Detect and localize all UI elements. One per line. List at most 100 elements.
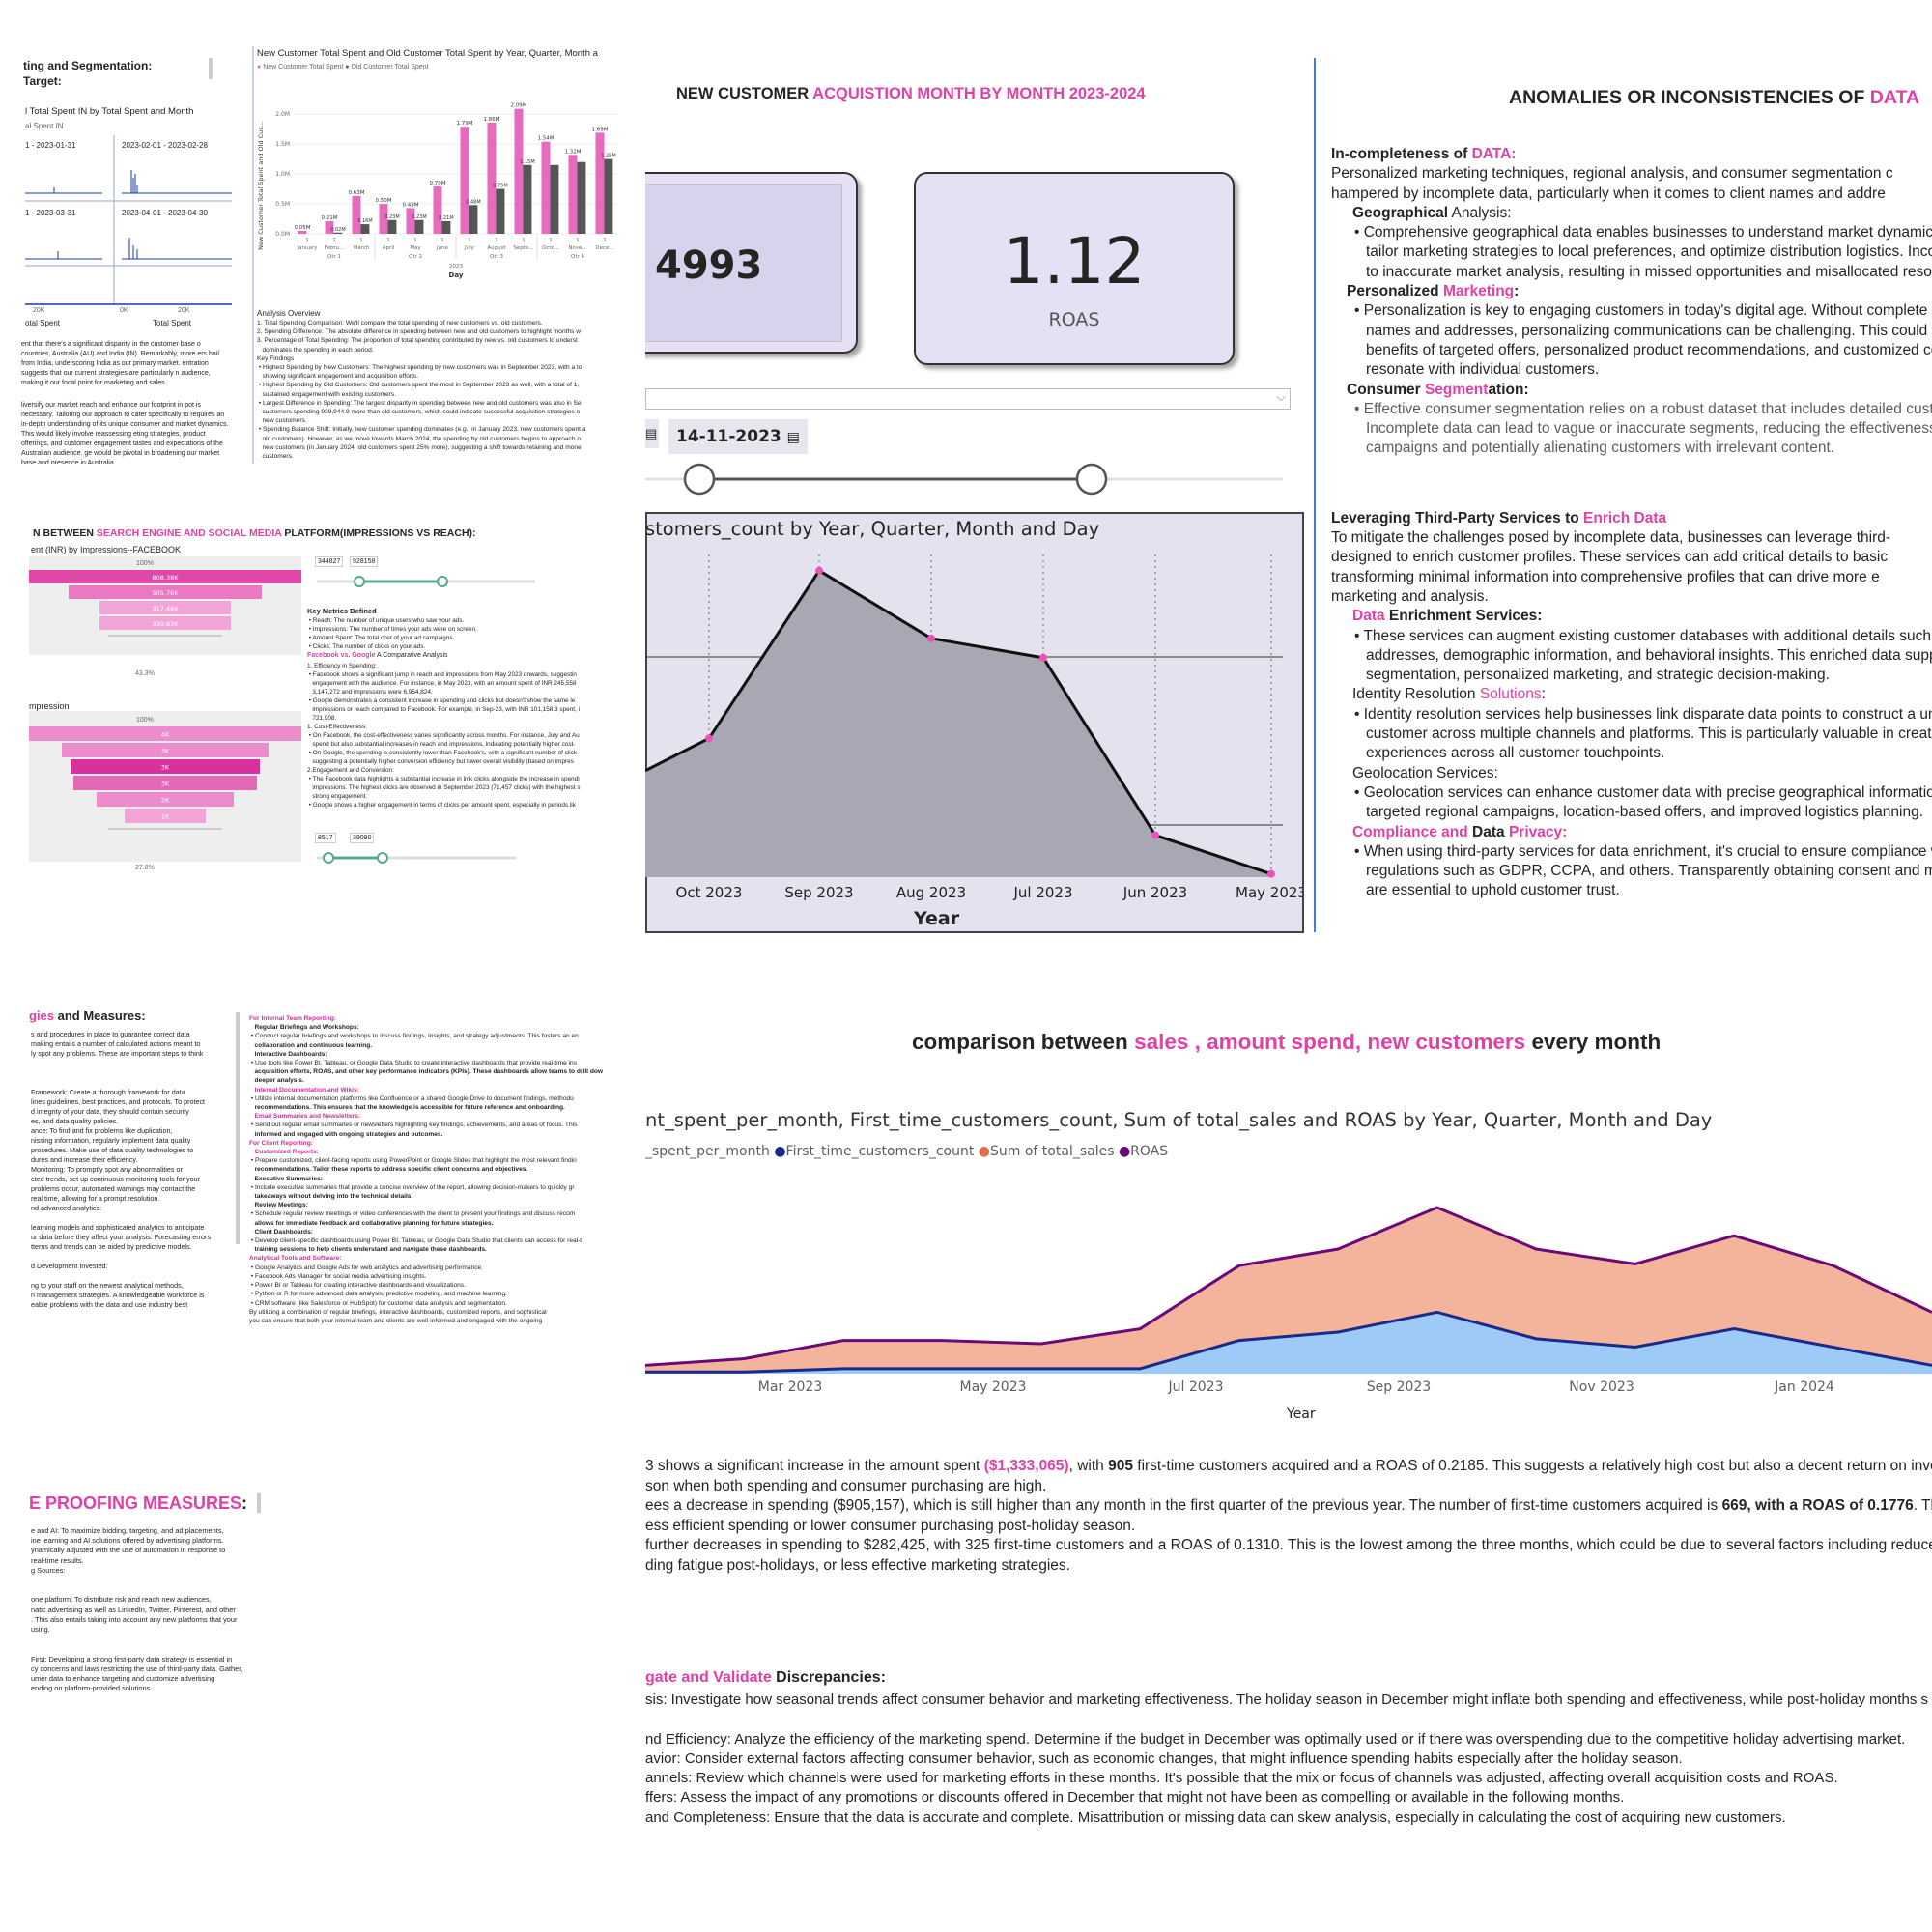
x-tick-month: March bbox=[354, 245, 370, 251]
slider1[interactable] bbox=[315, 572, 537, 591]
funnel2-title: mpression bbox=[29, 701, 70, 711]
axis-tick: 20K bbox=[178, 307, 190, 314]
dropdown[interactable]: ⌵ bbox=[645, 388, 1291, 410]
customers-area bbox=[645, 1312, 1932, 1374]
funnel-impressions: 4K 3K 3K 3K 2K 1K bbox=[29, 726, 301, 830]
funnel-bar bbox=[73, 776, 257, 790]
reporting-line: Interactive Dashboards: bbox=[249, 1050, 327, 1058]
funnel1-title: ent (INR) by Impressions--FACEBOOK bbox=[31, 545, 182, 554]
strategy-line: problems occur, automated warnings may c… bbox=[31, 1184, 196, 1193]
reporting-line: • Google Analytics and Google Ads for we… bbox=[249, 1264, 484, 1271]
metric-line: • Impressions: The number of times your … bbox=[307, 626, 477, 633]
slider2-max[interactable]: 39090 bbox=[350, 833, 375, 843]
strategy-line bbox=[31, 1078, 211, 1088]
legend-item-roas[interactable]: ROAS bbox=[1130, 1144, 1169, 1159]
funnel-bar bbox=[97, 792, 234, 807]
x-tick-day: 1 bbox=[495, 238, 498, 243]
chevron-down-icon[interactable]: ⌵ bbox=[1276, 389, 1286, 404]
bar-new bbox=[487, 122, 497, 234]
small-multiples-title: l Total Spent IN by Total Spent and Mont… bbox=[25, 106, 194, 117]
overview-line: sustained engagement with existing custo… bbox=[257, 390, 397, 398]
reporting-line: Review Meetings: bbox=[249, 1202, 308, 1209]
funnel-bar-label: 4K bbox=[161, 731, 170, 739]
overview-line: customers spending 939,944.9 more than o… bbox=[257, 409, 581, 416]
data-point bbox=[1267, 869, 1275, 878]
reporting-line: • Send out regular email summaries or ne… bbox=[249, 1122, 578, 1129]
customers-chart-xlabel: Year bbox=[914, 908, 960, 929]
sales-area bbox=[645, 1208, 1932, 1374]
reporting-line: • Utilize internal documentation platfor… bbox=[249, 1094, 574, 1102]
reporting-line: Analytical Tools and Software: bbox=[249, 1255, 342, 1263]
strategy-line: nissing information, regularly implement… bbox=[31, 1136, 191, 1145]
y-tick-label: 1.5M bbox=[275, 141, 290, 148]
slider2[interactable] bbox=[315, 848, 518, 867]
data-point bbox=[1039, 653, 1047, 662]
scrollbar[interactable] bbox=[257, 1493, 261, 1513]
metrics-list: • Reach: The number of unique users who … bbox=[307, 616, 477, 651]
calendar-icon[interactable]: ▤ bbox=[786, 430, 800, 445]
bar-label-old: 0.48M bbox=[466, 199, 480, 205]
x-tick-label: Jan 2024 bbox=[1774, 1379, 1834, 1395]
x-tick-day: 1 bbox=[549, 238, 553, 243]
bar-new bbox=[325, 221, 334, 234]
bar-label-new: 0.43M bbox=[402, 202, 418, 208]
overview-line: • Largest Difference in Spending: The la… bbox=[257, 399, 582, 407]
reporting-line: deeper analysis. bbox=[249, 1077, 304, 1085]
future-proofing-line bbox=[31, 1576, 242, 1585]
funnel-bar-label: 3K bbox=[161, 764, 170, 772]
small-multiples-svg bbox=[25, 135, 232, 305]
x-tick-day: 1 bbox=[332, 238, 336, 243]
reporting-line: recommendations. This ensures that the k… bbox=[249, 1104, 565, 1112]
slider2-min[interactable]: 8517 bbox=[315, 833, 336, 843]
panel-future-proofing: E PROOFING MEASURES: e and AI: To maximi… bbox=[0, 1488, 261, 1700]
scrollbar[interactable] bbox=[236, 1012, 240, 1244]
reporting-line: recommendations. Tailor these reports to… bbox=[249, 1166, 528, 1174]
bar-legend: ● New Customer Total Spent ● Old Custome… bbox=[257, 64, 429, 71]
strategy-line: es, and data quality policies. bbox=[31, 1117, 119, 1125]
x-tick-day: 1 bbox=[305, 238, 309, 243]
anomalies-title: ANOMALIES OR INCONSISTENCIES OF DATA bbox=[1509, 87, 1920, 108]
scrollbar-stub[interactable] bbox=[209, 58, 213, 79]
x-tick-label: Aug 2023 bbox=[896, 884, 966, 901]
investigate-line: annels: Review which channels were used … bbox=[645, 1770, 1838, 1787]
strategy-line: making entails a number of calculated ac… bbox=[31, 1039, 201, 1048]
bar-new bbox=[514, 108, 524, 234]
analysis-line: • Google shows a higher engagement in te… bbox=[307, 802, 576, 809]
kpi-roas-value: 1.12 bbox=[1003, 224, 1146, 298]
reporting-line: For Internal Team Reporting: bbox=[249, 1015, 336, 1022]
date-slider[interactable] bbox=[645, 460, 1293, 498]
comparative-analysis: 1. Efficiency in Spending: • Facebook sh… bbox=[307, 662, 581, 810]
bar-new bbox=[406, 208, 415, 234]
strategy-line bbox=[31, 1068, 211, 1078]
legend-new: New Customer Total Spent bbox=[263, 64, 344, 71]
future-proofing-line: real-time results. bbox=[31, 1555, 84, 1565]
x-tick-month: July bbox=[464, 245, 475, 251]
bar-label-old: 0.16M bbox=[357, 218, 372, 224]
overview-line: old customers). However, as we move towa… bbox=[257, 435, 581, 442]
reporting-line: takeaways without delving into the techn… bbox=[249, 1193, 413, 1201]
bar-old bbox=[496, 188, 505, 234]
calendar-icon[interactable]: ▤ bbox=[645, 419, 659, 448]
funnel-bar-label: 1K bbox=[161, 813, 170, 821]
future-proofing-line: ine learning and AI solutions offered by… bbox=[31, 1536, 224, 1546]
market-paragraph-1: ent that there's a significant disparity… bbox=[21, 341, 219, 386]
legend-item-spent[interactable]: _spent_per_month bbox=[645, 1144, 770, 1159]
bar-new bbox=[568, 155, 578, 234]
slider1-max[interactable]: 928158 bbox=[350, 556, 379, 567]
overview-line: dominates the spending in each period. bbox=[257, 346, 374, 354]
first-time-customers-line bbox=[645, 1310, 1932, 1374]
slider2-handle-max bbox=[377, 852, 388, 864]
overview-line: new customers (in January 2024, old cust… bbox=[257, 443, 582, 451]
legend-item-sales[interactable]: Sum of total_sales bbox=[990, 1144, 1115, 1159]
slider1-min[interactable]: 344827 bbox=[315, 556, 344, 567]
strategy-line bbox=[31, 1271, 211, 1281]
date-end-input[interactable]: 14-11-2023 ▤ bbox=[668, 419, 808, 454]
future-proofing-line bbox=[31, 1644, 242, 1654]
section-third-party: Leveraging Third-Party Services to Enric… bbox=[1331, 509, 1667, 526]
customers-count-chart: Oct 2023 Sep 2023 Aug 2023 Jul 2023 Jun 2023… bbox=[645, 554, 1302, 901]
quarter-label: Qtr 2 bbox=[409, 254, 422, 260]
legend-item-first-time[interactable]: First_time_customers_count bbox=[785, 1144, 975, 1159]
strategy-line: ng to your staff on the newest analytica… bbox=[31, 1281, 184, 1290]
metrics-title: Key Metrics Defined bbox=[307, 607, 377, 615]
investigate-line: avior: Consider external factors affecti… bbox=[645, 1749, 1683, 1767]
